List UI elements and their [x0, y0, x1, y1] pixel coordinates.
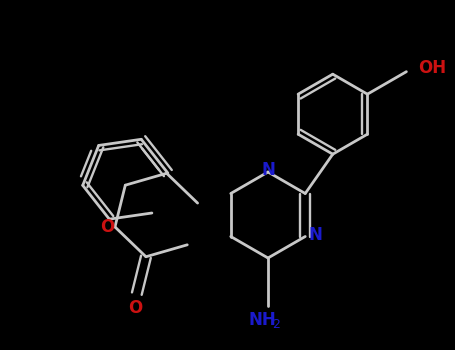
Text: O: O	[100, 218, 114, 236]
Text: N: N	[261, 161, 275, 179]
Text: N: N	[308, 225, 322, 244]
Text: 2: 2	[272, 317, 280, 330]
Text: OH: OH	[419, 59, 446, 77]
Text: O: O	[128, 299, 142, 317]
Text: NH: NH	[248, 311, 276, 329]
